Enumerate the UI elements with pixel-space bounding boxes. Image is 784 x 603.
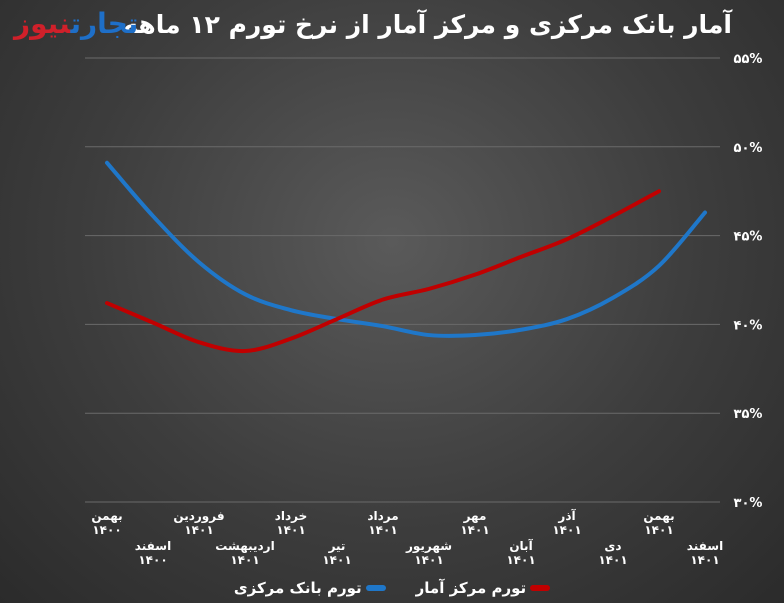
- x-tick-month: اردیبهشت: [215, 539, 274, 553]
- series-line-0: [105, 160, 707, 338]
- x-tick-label: بهمن ۱۴۰۱: [643, 509, 674, 537]
- x-tick-label: بهمن ۱۴۰۰: [91, 509, 122, 537]
- x-tick-month: آبان: [509, 538, 533, 553]
- x-tick-year: ۱۴۰۱: [184, 523, 213, 537]
- x-tick-month: آذر: [557, 508, 576, 523]
- x-tick-month: دی: [604, 539, 621, 553]
- y-tick-label: ۳۵%: [734, 407, 763, 422]
- legend-swatch: [530, 585, 551, 591]
- x-tick-year: ۱۴۰۰: [92, 523, 121, 537]
- x-tick-month: اسفند: [687, 539, 723, 553]
- x-tick-label: دی ۱۴۰۱: [598, 539, 627, 567]
- x-tick-year: ۱۴۰۱: [414, 553, 443, 567]
- x-tick-month: خرداد: [275, 509, 308, 523]
- logo-part1: تجارت: [70, 7, 139, 40]
- x-tick-month: مرداد: [367, 509, 398, 523]
- x-tick-year: ۱۴۰۱: [322, 553, 351, 567]
- x-tick-month: بهمن: [91, 509, 122, 523]
- logo-part2: نیوز: [14, 7, 71, 40]
- x-tick-year: ۱۴۰۱: [506, 553, 535, 567]
- legend-label: تورم مرکز آمار: [415, 579, 527, 597]
- y-tick-label: ۴۵%: [734, 230, 763, 245]
- x-tick-year: ۱۴۰۰: [138, 553, 167, 567]
- x-tick-month: شهریور: [405, 539, 452, 554]
- x-tick-month: بهمن: [643, 509, 674, 523]
- legend-label: تورم بانک مرکزی: [233, 579, 362, 597]
- x-tick-label: آذر ۱۴۰۱: [552, 508, 581, 537]
- x-tick-label: شهریور ۱۴۰۱: [405, 539, 452, 567]
- x-tick-label: آبان ۱۴۰۱: [506, 538, 535, 567]
- y-tick-label: ۴۰%: [734, 318, 763, 333]
- legend: تورم مرکز آمار تورم بانک مرکزی: [0, 578, 784, 598]
- x-tick-label: خرداد ۱۴۰۱: [275, 509, 308, 537]
- x-tick-year: ۱۴۰۱: [276, 523, 305, 537]
- x-tick-label: مهر ۱۴۰۱: [460, 509, 489, 537]
- legend-item-series-0: تورم بانک مرکزی: [234, 578, 386, 598]
- y-tick-label: ۵۰%: [734, 141, 763, 156]
- x-tick-label: تیر ۱۴۰۱: [322, 539, 351, 567]
- x-tick-label: فروردین ۱۴۰۱: [173, 509, 224, 537]
- chart-title: آمار بانک مرکزی و مرکز آمار از نرخ تورم …: [123, 10, 732, 39]
- legend-swatch: [365, 585, 386, 591]
- x-tick-year: ۱۴۰۱: [552, 523, 581, 537]
- x-tick-month: فروردین: [173, 509, 224, 524]
- x-tick-year: ۱۴۰۱: [644, 523, 673, 537]
- legend-item-series-1: تورم مرکز آمار: [415, 578, 551, 598]
- x-tick-label: اسفند ۱۴۰۱: [687, 539, 723, 567]
- series-line-1: [105, 189, 661, 354]
- x-tick-year: ۱۴۰۱: [368, 523, 397, 537]
- y-tick-label: ۵۵%: [734, 52, 763, 67]
- y-tick-label: ۳۰%: [734, 496, 763, 511]
- x-tick-year: ۱۴۰۱: [230, 553, 259, 567]
- x-tick-month: اسفند: [135, 539, 171, 553]
- x-tick-year: ۱۴۰۱: [460, 523, 489, 537]
- x-tick-label: اسفند ۱۴۰۰: [135, 539, 171, 567]
- x-tick-label: مرداد ۱۴۰۱: [367, 509, 398, 537]
- x-tick-month: تیر: [328, 539, 346, 553]
- x-tick-year: ۱۴۰۱: [598, 553, 627, 567]
- x-tick-label: اردیبهشت ۱۴۰۱: [215, 539, 274, 567]
- logo: تجارتنیوز: [14, 6, 184, 42]
- x-tick-month: مهر: [463, 509, 487, 523]
- x-tick-year: ۱۴۰۱: [690, 553, 719, 567]
